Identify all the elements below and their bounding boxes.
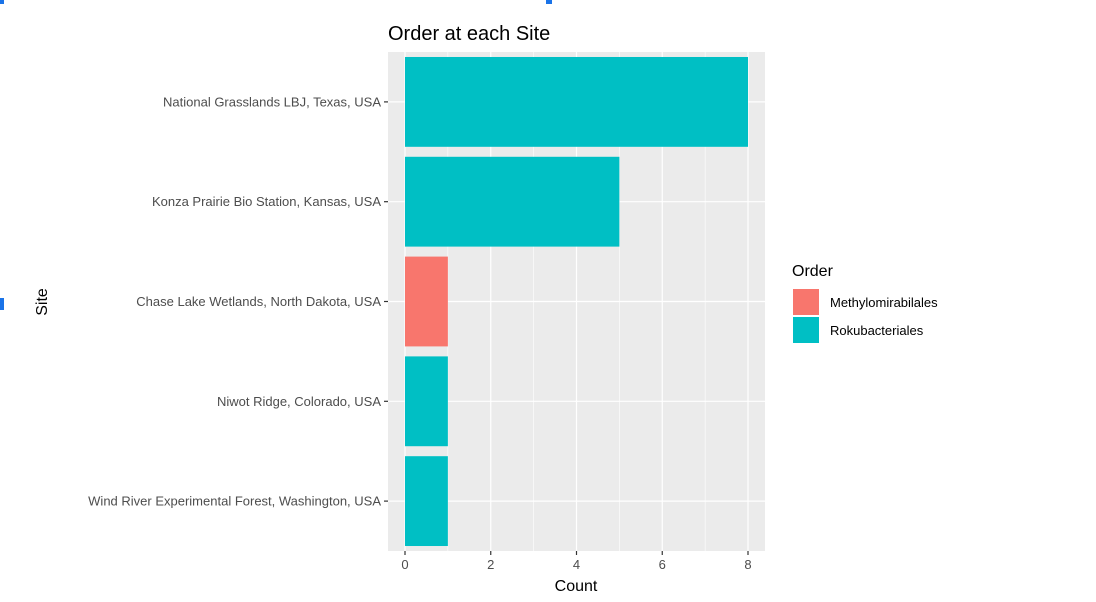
bar bbox=[405, 356, 448, 447]
selection-handle-middle-left[interactable] bbox=[0, 298, 4, 310]
bar bbox=[405, 456, 448, 547]
legend-title: Order bbox=[792, 263, 834, 280]
y-axis: National Grasslands LBJ, Texas, USA Konza… bbox=[88, 94, 388, 509]
selection-handle-top-left[interactable] bbox=[0, 0, 4, 4]
legend-label: Rokubacteriales bbox=[830, 323, 924, 338]
bars bbox=[405, 56, 748, 547]
legend-swatch bbox=[793, 317, 819, 343]
x-tick-label: 8 bbox=[744, 557, 751, 572]
y-tick-label: Chase Lake Wetlands, North Dakota, USA bbox=[136, 294, 381, 309]
y-tick-label: Wind River Experimental Forest, Washingt… bbox=[88, 494, 381, 509]
y-tick-label: Konza Prairie Bio Station, Kansas, USA bbox=[152, 194, 381, 209]
y-axis-title: Site bbox=[34, 288, 51, 316]
legend: Order Methylomirabilales Rokubacteriales bbox=[792, 263, 938, 343]
chart-title: Order at each Site bbox=[388, 23, 550, 45]
bar bbox=[405, 256, 448, 347]
x-tick-label: 0 bbox=[401, 557, 408, 572]
bar bbox=[405, 56, 748, 147]
selection-handle-top-middle[interactable] bbox=[546, 0, 552, 4]
y-tick-label: National Grasslands LBJ, Texas, USA bbox=[163, 94, 381, 109]
legend-label: Methylomirabilales bbox=[830, 295, 938, 310]
y-tick-label: Niwot Ridge, Colorado, USA bbox=[217, 394, 381, 409]
x-axis-title: Count bbox=[555, 578, 598, 595]
x-tick-label: 4 bbox=[573, 557, 580, 572]
x-axis: 0 2 4 6 8 bbox=[401, 551, 752, 572]
x-tick-label: 6 bbox=[659, 557, 666, 572]
x-tick-label: 2 bbox=[487, 557, 494, 572]
bar bbox=[405, 156, 620, 247]
legend-swatch bbox=[793, 289, 819, 315]
